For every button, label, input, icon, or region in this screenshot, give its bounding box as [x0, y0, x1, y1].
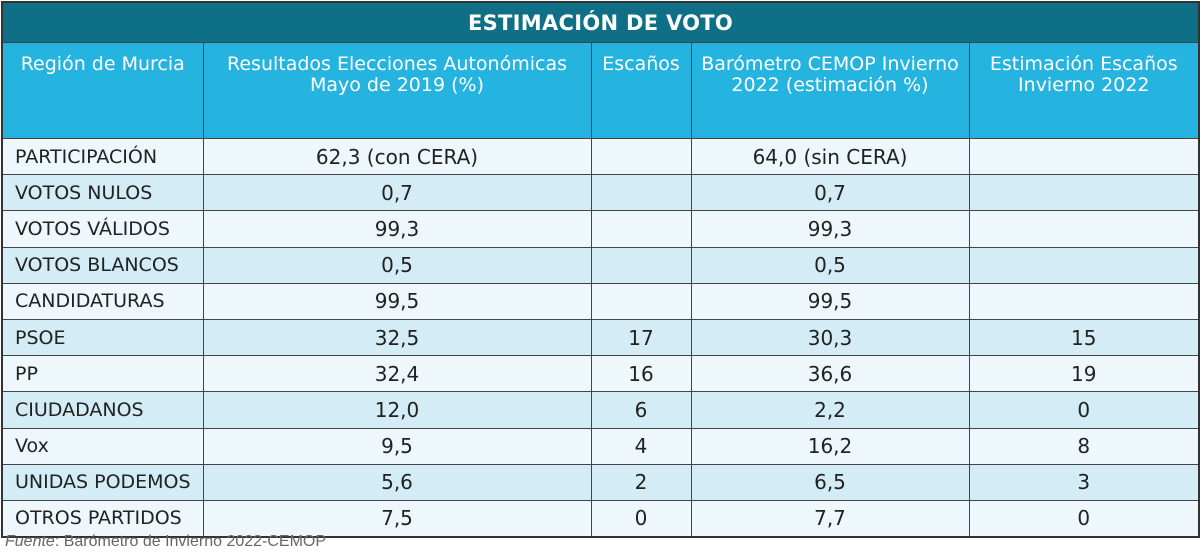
table-cell: 4 — [590, 427, 692, 465]
row-label: Vox — [1, 427, 204, 465]
header-row: Región de Murcia Resultados Elecciones Au… — [1, 42, 1200, 139]
table-cell: 6 — [590, 391, 692, 429]
table-cell: 7,5 — [202, 499, 592, 538]
table-cell: 0 — [590, 499, 692, 538]
table-row: PARTICIPACIÓN 62,3 (con CERA) 64,0 (sin CE… — [1, 137, 1200, 176]
source-note: Fuente: Barómetro de Invierno 2022-CEMOP — [5, 533, 326, 551]
table-row: VOTOS VÁLIDOS 99,3 99,3 — [1, 210, 1200, 248]
table-cell: 2 — [590, 463, 692, 501]
table-cell: 0,7 — [202, 174, 592, 212]
table-cell — [590, 210, 692, 248]
table-cell: 64,0 (sin CERA) — [690, 137, 970, 176]
table-cell: 9,5 — [202, 427, 592, 465]
table-cell — [590, 174, 692, 212]
table-cell: 5,6 — [202, 463, 592, 501]
table-cell — [590, 137, 692, 176]
row-label: PP — [1, 355, 204, 393]
table-row: VOTOS BLANCOS 0,5 0,5 — [1, 246, 1200, 284]
row-label: CIUDADANOS — [1, 391, 204, 429]
column-header: Región de Murcia — [1, 42, 204, 139]
table-cell — [590, 246, 692, 284]
table-row: CIUDADANOS 12,0 6 2,2 0 — [1, 391, 1200, 429]
table-cell: 6,5 — [690, 463, 970, 501]
row-label: VOTOS VÁLIDOS — [1, 210, 204, 248]
table-cell — [968, 174, 1200, 212]
row-label: OTROS PARTIDOS — [1, 499, 204, 538]
column-header: Resultados Elecciones Autonómicas Mayo d… — [202, 42, 592, 139]
table-cell: 30,3 — [690, 318, 970, 357]
source-label: Fuente — [5, 533, 55, 550]
table-cell — [968, 137, 1200, 176]
table-cell: 16 — [590, 355, 692, 393]
table-cell: 12,0 — [202, 391, 592, 429]
column-header: Barómetro CEMOP Invierno 2022 (estimació… — [690, 42, 970, 139]
table-cell — [968, 210, 1200, 248]
table-cell: 99,5 — [690, 282, 970, 320]
table-cell: 0,5 — [690, 246, 970, 284]
table-cell: 99,3 — [690, 210, 970, 248]
table-cell: 0,5 — [202, 246, 592, 284]
row-label: UNIDAS PODEMOS — [1, 463, 204, 501]
table-row: PSOE 32,5 17 30,3 15 — [1, 318, 1200, 357]
table-cell — [590, 282, 692, 320]
table-body: PARTICIPACIÓN 62,3 (con CERA) 64,0 (sin CE… — [1, 137, 1200, 538]
table-cell: 32,4 — [202, 355, 592, 393]
table-row: OTROS PARTIDOS 7,5 0 7,7 0 — [1, 499, 1200, 538]
column-header: Escaños — [590, 42, 692, 139]
column-header: Estimación Escaños Invierno 2022 — [968, 42, 1200, 139]
table-cell: 0 — [968, 391, 1200, 429]
source-text: : Barómetro de Invierno 2022-CEMOP — [54, 533, 327, 550]
table-cell: 62,3 (con CERA) — [202, 137, 592, 176]
table-cell: 3 — [968, 463, 1200, 501]
table-cell: 7,7 — [690, 499, 970, 538]
table-cell: 16,2 — [690, 427, 970, 465]
table-cell: 19 — [968, 355, 1200, 393]
table-row: PP 32,4 16 36,6 19 — [1, 355, 1200, 393]
table-cell: 0,7 — [690, 174, 970, 212]
table-cell — [968, 246, 1200, 284]
table-row: VOTOS NULOS 0,7 0,7 — [1, 174, 1200, 212]
table-cell: 17 — [590, 318, 692, 357]
table-row: UNIDAS PODEMOS 5,6 2 6,5 3 — [1, 463, 1200, 501]
row-label: PARTICIPACIÓN — [1, 137, 204, 176]
table-cell: 0 — [968, 499, 1200, 538]
row-label: CANDIDATURAS — [1, 282, 204, 320]
table-row: Vox 9,5 4 16,2 8 — [1, 427, 1200, 465]
table-cell: 2,2 — [690, 391, 970, 429]
table-cell: 8 — [968, 427, 1200, 465]
table-cell: 99,5 — [202, 282, 592, 320]
table-cell: 36,6 — [690, 355, 970, 393]
row-label: VOTOS NULOS — [1, 174, 204, 212]
vote-estimate-table: ESTIMACIÓN DE VOTO Región de Murcia Resul… — [1, 1, 1200, 539]
table-title: ESTIMACIÓN DE VOTO — [1, 1, 1200, 43]
vote-estimate-table-container: ESTIMACIÓN DE VOTO Región de Murcia Resul… — [1, 1, 1200, 539]
table-cell: 32,5 — [202, 318, 592, 357]
table-row: CANDIDATURAS 99,5 99,5 — [1, 282, 1200, 320]
row-label: PSOE — [1, 318, 204, 357]
table-cell: 15 — [968, 318, 1200, 357]
table-cell — [968, 282, 1200, 320]
row-label: VOTOS BLANCOS — [1, 246, 204, 284]
table-cell: 99,3 — [202, 210, 592, 248]
